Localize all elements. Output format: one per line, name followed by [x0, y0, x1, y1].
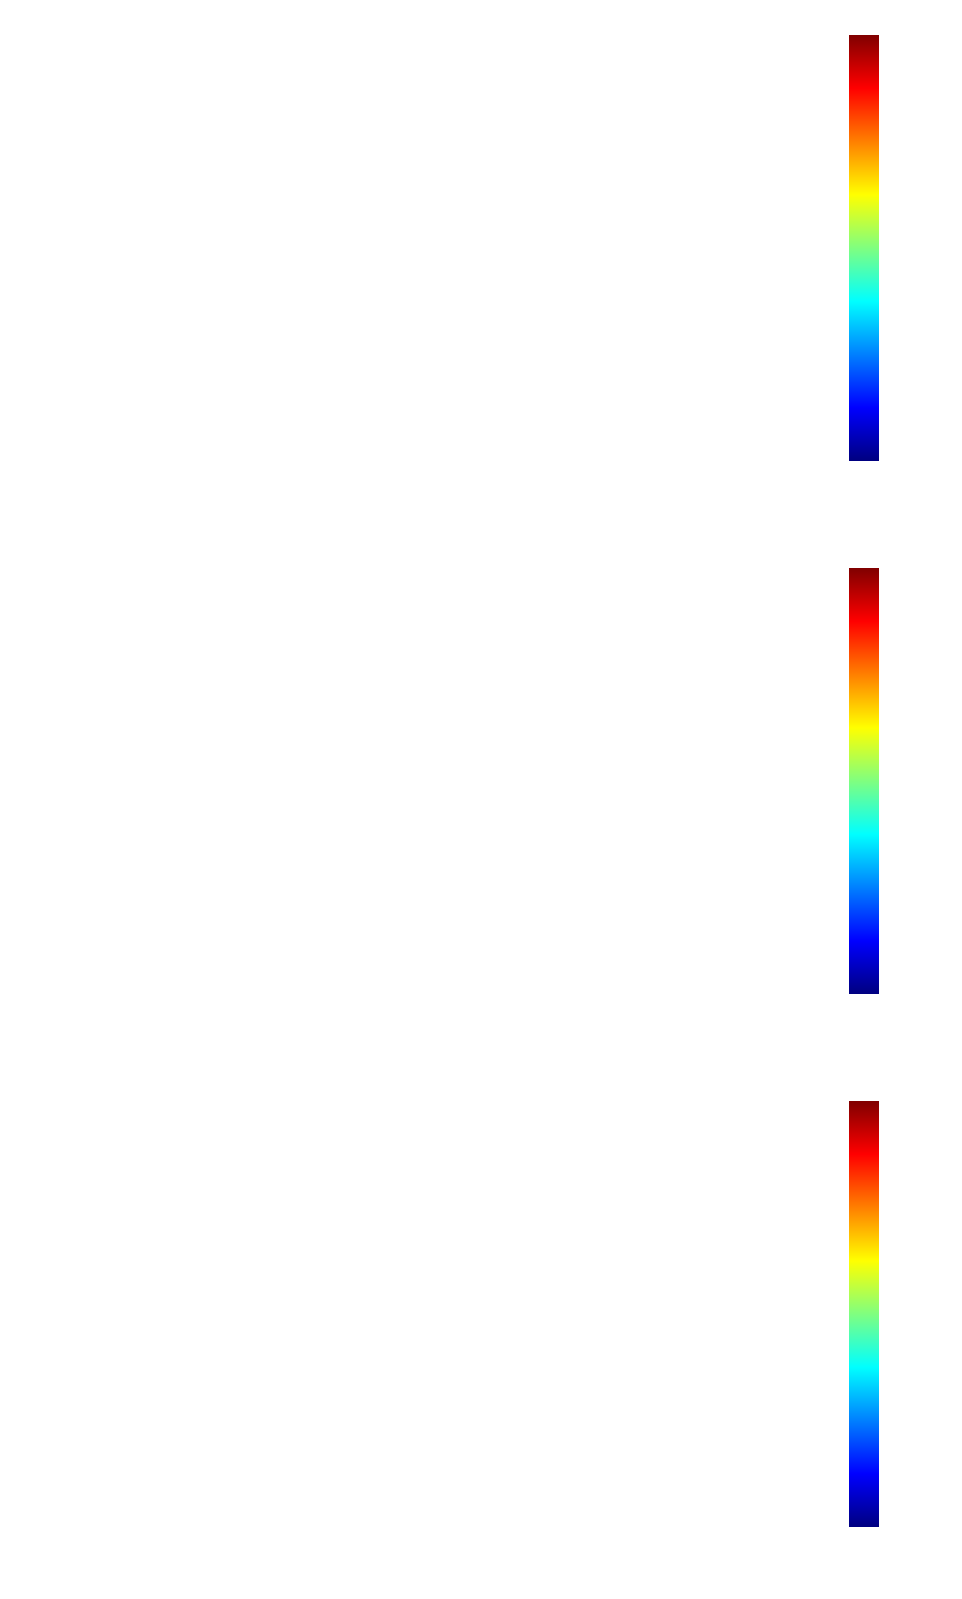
psd-percentile-curves [95, 35, 836, 461]
colorbar-gradient [849, 1101, 879, 1527]
spectrogram-panel-vxj-e [0, 0, 962, 533]
spectrogram-panel-vxj-z [0, 1066, 962, 1599]
psd-percentile-curves [95, 1101, 836, 1527]
spectrogram-image [95, 1101, 836, 1527]
spectrogram-panel-vxj-n [0, 533, 962, 1066]
colorbar-gradient [849, 568, 879, 994]
colorbar-gradient [849, 35, 879, 461]
psd-percentile-curves [95, 568, 836, 994]
spectrogram-image [95, 35, 836, 461]
spectrogram-image [95, 568, 836, 994]
